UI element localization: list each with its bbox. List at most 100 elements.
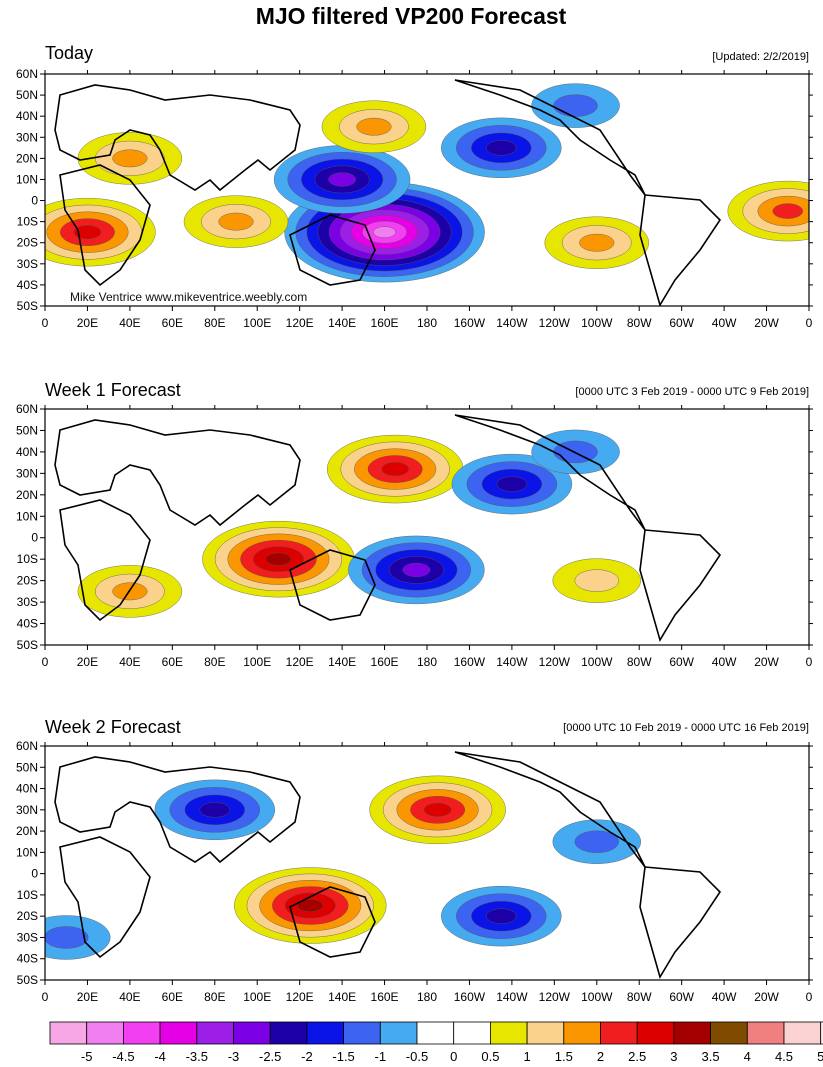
y-tick-label: 50S [17, 299, 38, 313]
anomaly-contour [373, 226, 396, 238]
colorbar-label: -2.5 [259, 1049, 281, 1064]
colorbar-label: 3.5 [702, 1049, 720, 1064]
x-tick-label: 160E [371, 990, 399, 1004]
y-tick-label: 0 [31, 531, 38, 545]
x-tick-label: 160W [454, 990, 486, 1004]
y-tick-label: 30S [17, 595, 38, 609]
y-tick-label: 50N [16, 88, 38, 102]
y-tick-label: 20S [17, 236, 38, 250]
y-tick-label: 10N [16, 172, 38, 186]
x-tick-label: 140W [496, 990, 528, 1004]
x-tick-label: 120E [286, 655, 314, 669]
x-tick-label: 20W [754, 655, 779, 669]
colorbar-swatch [86, 1021, 124, 1045]
colorbar-label: -3.5 [186, 1049, 208, 1064]
y-tick-label: 50S [17, 973, 38, 987]
x-tick-label: 60W [669, 990, 694, 1004]
colorbar-label: -0.5 [406, 1049, 428, 1064]
north-america-coast [454, 751, 646, 868]
anomaly-contour [402, 562, 431, 577]
y-tick-label: 50N [16, 423, 38, 437]
eurasia-coast [54, 84, 301, 192]
colorbar-label: 1 [523, 1049, 530, 1064]
south-america-coast [639, 194, 722, 306]
y-tick-label: 10S [17, 888, 38, 902]
y-tick-label: 0 [31, 194, 38, 208]
y-tick-label: 30N [16, 130, 38, 144]
x-tick-label: 0 [42, 316, 49, 330]
x-tick-label: 20E [77, 316, 98, 330]
colorbar-label: 5 [817, 1049, 823, 1064]
north-america-coast [454, 414, 646, 531]
panel-week2: Week 2 Forecast [0000 UTC 10 Feb 2019 - … [16, 717, 813, 1004]
x-tick-label: 40W [712, 316, 737, 330]
x-tick-label: 40W [712, 655, 737, 669]
x-tick-label: 80E [204, 655, 225, 669]
panel-subtitle: [0000 UTC 3 Feb 2019 - 0000 UTC 9 Feb 20… [575, 386, 809, 398]
australia-coast [289, 886, 376, 958]
x-tick-label: 160W [454, 316, 486, 330]
colorbar-swatch [416, 1021, 455, 1045]
coastlines [54, 414, 722, 642]
y-tick-label: 40N [16, 445, 38, 459]
y-tick-label: 40S [17, 617, 38, 631]
y-tick-label: 40N [16, 782, 38, 796]
colorbar-swatch [710, 1021, 748, 1045]
colorbar-label: 0.5 [481, 1049, 499, 1064]
x-tick-label: 120E [286, 316, 314, 330]
anomaly-contour [423, 802, 452, 817]
panel-title: Week 1 Forecast [45, 380, 181, 400]
axes: 0 20E 40E 60E 80E 100E 120E 140E 160E 180 160W 140W… [16, 67, 813, 330]
y-tick-label: 60N [16, 67, 38, 81]
y-tick-label: 40S [17, 278, 38, 292]
x-tick-label: 180 [417, 316, 437, 330]
figure-title: MJO filtered VP200 Forecast [256, 3, 567, 29]
x-tick-label: 100W [581, 316, 613, 330]
contour-field: Mike Ventrice www.mikeventrice.weebly.co… [45, 79, 809, 306]
x-tick-label: 60W [669, 655, 694, 669]
anomaly-contour [45, 926, 89, 949]
colorbar-swatch [636, 1021, 675, 1045]
colorbar: -5 -4.5 -4 -3.5 -3 -2.5 -2 -1.5 -1 -0.5 0 0.5 1 1.5 2 2… [49, 1021, 823, 1064]
colorbar-swatch [746, 1021, 785, 1045]
y-tick-label: 20N [16, 151, 38, 165]
y-tick-label: 10N [16, 845, 38, 859]
y-tick-label: 30N [16, 466, 38, 480]
colorbar-swatch [820, 1021, 823, 1045]
colorbar-swatch [379, 1021, 418, 1045]
colorbar-label: -2 [301, 1049, 313, 1064]
anomaly-contour [496, 476, 528, 492]
panel-subtitle: [0000 UTC 10 Feb 2019 - 0000 UTC 16 Feb … [563, 722, 809, 734]
x-tick-label: 100E [243, 316, 271, 330]
x-tick-label: 60E [162, 316, 183, 330]
africa-coast [59, 164, 151, 287]
x-tick-label: 160E [371, 655, 399, 669]
x-tick-label: 120W [539, 655, 571, 669]
x-tick-label: 20E [77, 655, 98, 669]
colorbar-swatch [269, 1021, 308, 1045]
x-tick-label: 160W [454, 655, 486, 669]
x-tick-label: 120E [286, 990, 314, 1004]
x-tick-label: 180 [417, 990, 437, 1004]
australia-coast [289, 549, 376, 621]
north-america-coast [454, 79, 646, 196]
coastlines [54, 751, 722, 979]
eurasia-coast [54, 419, 301, 527]
anomaly-contour [112, 149, 148, 168]
x-tick-label: 80E [204, 316, 225, 330]
x-tick-label: 100W [581, 990, 613, 1004]
x-tick-label: 40E [119, 990, 140, 1004]
anomaly-contour [486, 140, 517, 156]
x-tick-label: 100W [581, 655, 613, 669]
anomaly-contour [297, 899, 324, 913]
y-tick-label: 30S [17, 257, 38, 271]
colorbar-swatch [563, 1021, 601, 1045]
x-tick-label: 0 [806, 316, 813, 330]
colorbar-label: -3 [228, 1049, 240, 1064]
x-tick-label: 80W [627, 316, 652, 330]
x-tick-label: 40E [119, 655, 140, 669]
x-tick-label: 140W [496, 655, 528, 669]
y-tick-label: 20S [17, 909, 38, 923]
x-tick-label: 100E [243, 655, 271, 669]
